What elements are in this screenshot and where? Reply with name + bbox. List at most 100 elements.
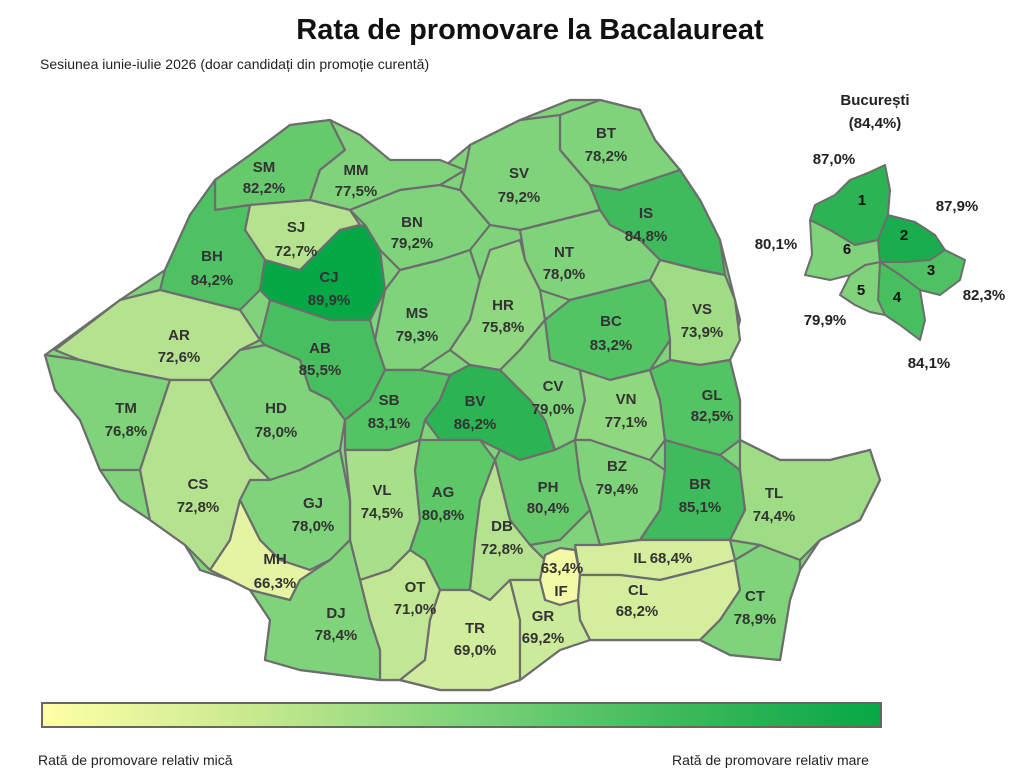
sector-number: 3 — [927, 262, 935, 279]
county-code: CL — [628, 582, 648, 599]
sector-number: 2 — [900, 227, 908, 244]
county-value: 66,3% — [254, 575, 297, 592]
county-code: GL — [702, 387, 723, 404]
county-value: 69,0% — [454, 642, 497, 659]
county-code: TL — [765, 485, 783, 502]
county-CT[interactable] — [698, 543, 802, 662]
county-code: AG — [432, 484, 455, 501]
county-value: 74,4% — [753, 508, 796, 525]
county-value: 78,2% — [585, 148, 628, 165]
county-value: 79,2% — [391, 235, 434, 252]
county-value: 68,4% — [650, 550, 693, 567]
county-value: 78,0% — [292, 518, 335, 535]
county-value: 76,8% — [105, 423, 148, 440]
map-title: Rata de promovare la Bacalaureat — [296, 14, 764, 46]
county-value: 80,4% — [527, 500, 570, 517]
county-value: 83,1% — [368, 415, 411, 432]
county-code: SJ — [287, 219, 305, 236]
county-code: VL — [372, 482, 391, 499]
county-GR[interactable] — [508, 578, 592, 682]
county-code: GJ — [303, 495, 323, 512]
county-code: GR — [532, 608, 555, 625]
county-code: MS — [406, 305, 429, 322]
county-code: DB — [491, 518, 513, 535]
county-value: 75,8% — [482, 319, 525, 336]
county-code: HR — [492, 297, 514, 314]
county-code: IF — [554, 583, 567, 600]
sector-value: 82,3% — [963, 287, 1006, 304]
county-value: 78,9% — [734, 611, 777, 628]
sector-6[interactable] — [804, 219, 881, 281]
county-value: 82,5% — [691, 408, 734, 425]
county-value: 63,4% — [541, 560, 584, 577]
county-value: 84,8% — [625, 228, 668, 245]
bucuresti-total: (84,4%) — [849, 115, 902, 132]
sector-number: 5 — [857, 282, 865, 299]
sector-value: 80,1% — [755, 236, 798, 253]
county-value: 73,9% — [681, 324, 724, 341]
county-code: MH — [263, 551, 286, 568]
county-code: BR — [689, 476, 711, 493]
county-code: PH — [538, 479, 559, 496]
bucuresti-title: București — [840, 92, 909, 109]
county-value: 78,4% — [315, 627, 358, 644]
county-TR[interactable] — [398, 578, 522, 692]
county-code: BZ — [607, 458, 627, 475]
county-value: 71,0% — [394, 601, 437, 618]
county-value: 85,5% — [299, 362, 342, 379]
sector-value: 79,9% — [804, 312, 847, 329]
legend-low-label: Rată de promovare relativ mică — [38, 752, 233, 768]
county-code: OT — [405, 579, 426, 596]
county-value: 79,3% — [396, 328, 439, 345]
county-code: HD — [265, 400, 287, 417]
sector-value: 84,1% — [908, 355, 951, 372]
legend-color-scale — [41, 702, 882, 728]
county-code: AR — [168, 327, 190, 344]
romania-map: SM 82,2% MM 77,5% BT 78,2% SV 79,2% SJ 7… — [43, 92, 1006, 692]
county-code: BT — [596, 125, 616, 142]
county-VS[interactable] — [648, 258, 742, 367]
county-code: VN — [616, 391, 637, 408]
county-DJ[interactable] — [248, 538, 382, 682]
county-value: 72,6% — [158, 349, 201, 366]
county-value: 78,0% — [255, 424, 298, 441]
county-code: DJ — [326, 605, 345, 622]
county-code: SB — [379, 392, 400, 409]
county-code: TR — [465, 620, 485, 637]
county-value: 78,0% — [543, 266, 586, 283]
county-value: 89,9% — [308, 292, 351, 309]
county-code: CT — [745, 588, 765, 605]
map-subtitle: Sesiunea iunie-iulie 2026 (doar candidaț… — [40, 56, 430, 72]
county-value: 79,0% — [532, 401, 575, 418]
county-code: BN — [401, 214, 423, 231]
county-value: 84,2% — [191, 272, 234, 289]
county-value: 83,2% — [590, 337, 633, 354]
county-code: VS — [692, 301, 712, 318]
county-code: BC — [600, 313, 622, 330]
sector-number: 1 — [858, 192, 866, 209]
county-TL[interactable] — [728, 438, 882, 562]
county-code: MM — [344, 162, 369, 179]
county-value: 72,8% — [177, 499, 220, 516]
county-code: NT — [554, 244, 574, 261]
county-code: IL — [633, 550, 646, 567]
county-code: BV — [465, 393, 486, 410]
county-code: TM — [115, 400, 137, 417]
sector-number: 6 — [843, 241, 851, 258]
county-value: 79,4% — [596, 481, 639, 498]
county-value: 72,7% — [275, 243, 318, 260]
county-code: CV — [543, 378, 564, 395]
legend-high-label: Rată de promovare relativ mare — [672, 752, 869, 768]
county-code: SM — [253, 159, 276, 176]
county-code: CS — [188, 476, 209, 493]
sector-2[interactable] — [877, 214, 946, 263]
county-value: 86,2% — [454, 416, 497, 433]
county-code: CJ — [319, 269, 338, 286]
county-value: 82,2% — [243, 180, 286, 197]
county-value: 77,5% — [335, 183, 378, 200]
sector-value: 87,0% — [813, 151, 856, 168]
county-code: IS — [639, 205, 653, 222]
county-value: 74,5% — [361, 505, 404, 522]
sector-number: 4 — [893, 289, 902, 306]
county-value: 68,2% — [616, 603, 659, 620]
